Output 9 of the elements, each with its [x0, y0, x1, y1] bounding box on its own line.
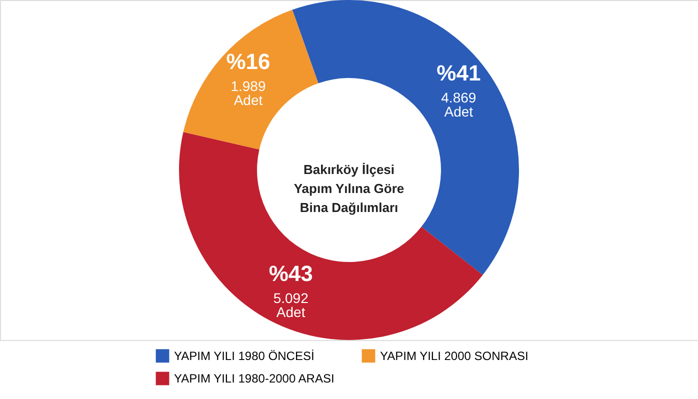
donut-slice	[179, 132, 483, 340]
text: %43 5.092 Adet	[268, 260, 313, 320]
text: %41 4.869 Adet	[436, 60, 481, 120]
legend-label: YAPIM YILI 1980 ÖNCESİ	[174, 348, 314, 363]
text: Bakırköy İlçesi Yapım Yılına Göre Bina Dağılımları	[294, 162, 404, 215]
text: %16 1.989 Adet	[226, 49, 270, 108]
donut-slice	[183, 10, 318, 150]
legend-label: YAPIM YILI 1980-2000 ARASI	[174, 372, 334, 386]
legend-label: YAPIM YILI 2000 SONRASI	[380, 348, 528, 363]
